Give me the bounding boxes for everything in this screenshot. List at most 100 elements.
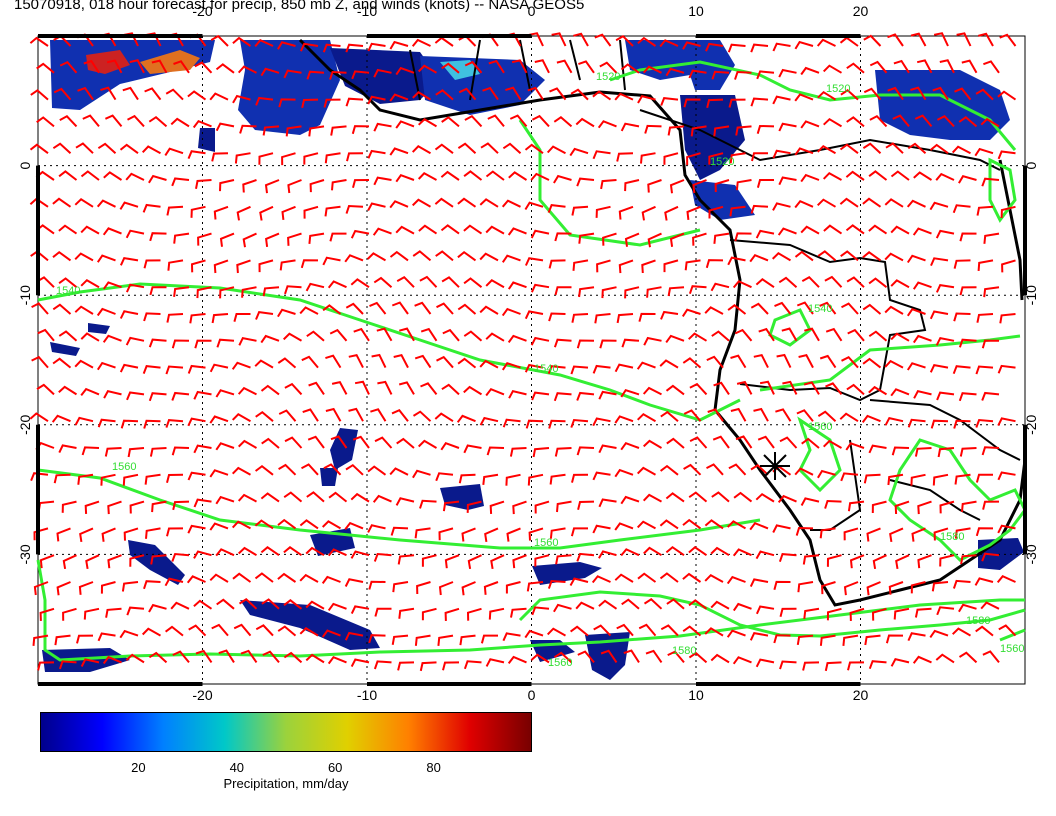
wind-barb [643,439,663,449]
wind-barb [389,200,409,209]
wind-barb [345,302,364,315]
wind-barb [348,407,364,422]
wind-barb [484,527,499,543]
wind-barb [322,256,341,266]
wind-barb [660,97,679,106]
wind-barb [749,253,769,263]
wind-barb [438,527,454,541]
wind-barb [479,198,499,208]
wind-barb [824,499,842,509]
wind-barb [637,36,657,47]
wind-barb [980,117,1000,128]
wind-barb [614,92,634,101]
wind-barb [803,381,820,395]
wind-barb [83,607,100,620]
wind-barb [914,607,932,618]
wind-barb [255,311,274,320]
wind-barb [732,280,752,289]
wind-barb [398,607,415,619]
wind-barb [173,60,190,74]
wind-barb [149,232,167,242]
wind-barb [324,205,341,217]
wind-barb [528,527,544,541]
wind-barb [636,520,656,530]
wind-barb [872,554,887,570]
wind-barb [308,381,325,395]
wind-barb [751,152,769,162]
wind-barb [868,660,887,670]
wind-barb [750,464,769,476]
wind-barb [369,301,387,315]
wind-barb [238,546,258,557]
wind-barb [238,336,257,346]
wind-barb [237,65,257,74]
wind-barb [127,114,145,128]
wind-barb [458,87,477,101]
wind-barb [620,63,640,74]
wind-barb [755,278,775,289]
wind-barb [528,32,544,47]
wind-barb [395,497,415,506]
wind-barb [868,170,888,181]
wind-barb [711,491,730,503]
wind-barb [845,442,865,451]
wind-barb [434,143,454,154]
wind-barb [279,259,296,271]
wind-barb [119,310,139,319]
wind-barb [795,526,814,536]
wind-barb [933,527,949,541]
lon-tick-label-top: -20 [192,3,212,19]
wind-barb [366,252,387,262]
contour-label: 1520 [826,83,850,95]
wind-barb [84,500,100,514]
wind-barb [890,225,910,235]
wind-barb [935,172,955,181]
wind-barb [33,527,49,541]
wind-barb [434,412,454,423]
wind-barb [480,142,499,154]
wind-barb [907,632,926,642]
lon-tick-label-bottom: 0 [528,687,536,700]
wind-barb [321,575,341,584]
wind-barb [935,229,955,239]
wind-barb [547,579,566,589]
wind-barb [107,554,122,569]
wind-barb [444,554,460,569]
wind-barb [614,522,634,531]
wind-barb [935,283,955,293]
wind-barb [259,205,274,221]
wind-barb [345,43,364,53]
wind-barb [438,581,454,596]
wind-barb [730,407,747,422]
wind-barb [350,229,370,239]
wind-barb [753,407,769,422]
wind-barb [643,546,663,557]
wind-barb [233,623,252,637]
wind-barb [796,409,814,422]
wind-barb [839,412,859,423]
wind-barb [842,634,859,646]
wind-barb [262,125,280,136]
wind-barb [847,661,865,671]
wind-barb [569,147,589,157]
wind-barb [238,598,258,610]
wind-barb [51,414,71,423]
wind-barb [485,279,505,289]
wind-barb [52,250,72,262]
wind-barb [281,152,296,166]
wind-barb [367,202,386,211]
wind-barb [345,204,364,214]
wind-barb [80,387,100,397]
wind-barb [997,417,1016,427]
wind-barb [620,442,640,451]
wind-barb [645,649,663,663]
wind-barb [614,363,634,373]
colorbar-tick-label: 80 [426,760,441,775]
wind-barb [373,122,392,132]
wind-barb [706,355,724,369]
wind-barb [192,119,212,129]
wind-barb [216,338,235,348]
wind-barb [148,392,167,402]
wind-barb [52,142,72,154]
wind-barb [983,60,1000,74]
